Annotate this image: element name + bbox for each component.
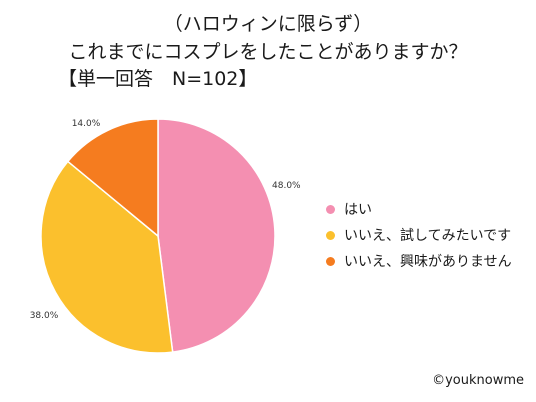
pie-slice-not-interested: [66, 118, 159, 238]
legend-swatch-yes: [326, 204, 335, 214]
legend-label-want-to-try: いいえ、試してみたいです: [344, 228, 512, 244]
data-label-not-interested: 14.0%: [72, 119, 101, 129]
legend-swatch-want-to-try: [326, 230, 335, 240]
chart-title-line-1: （ハロウィンに限らず）: [163, 13, 373, 35]
pie-slice-yes: [157, 118, 276, 353]
legend-label-yes: はい: [344, 202, 372, 218]
legend-label-not-interested: いいえ、興味がありません: [344, 254, 512, 270]
legend-item-want-to-try: いいえ、試してみたいです: [326, 225, 512, 245]
chart-title-line-2: これまでにコスプレをしたことがありますか？: [68, 41, 468, 63]
chart-subtitle: 【単一回答 N=102】: [58, 68, 258, 90]
credit: ©youknowme: [432, 373, 524, 388]
data-label-yes: 48.0%: [272, 181, 301, 191]
data-label-want-to-try: 38.0%: [30, 311, 59, 321]
pie-slice-want-to-try: [40, 160, 174, 354]
legend-item-yes: はい: [326, 199, 512, 219]
legend-item-not-interested: いいえ、興味がありません: [326, 251, 512, 271]
legend: はい いいえ、試してみたいです いいえ、興味がありません: [326, 199, 512, 277]
legend-swatch-not-interested: [326, 256, 335, 266]
